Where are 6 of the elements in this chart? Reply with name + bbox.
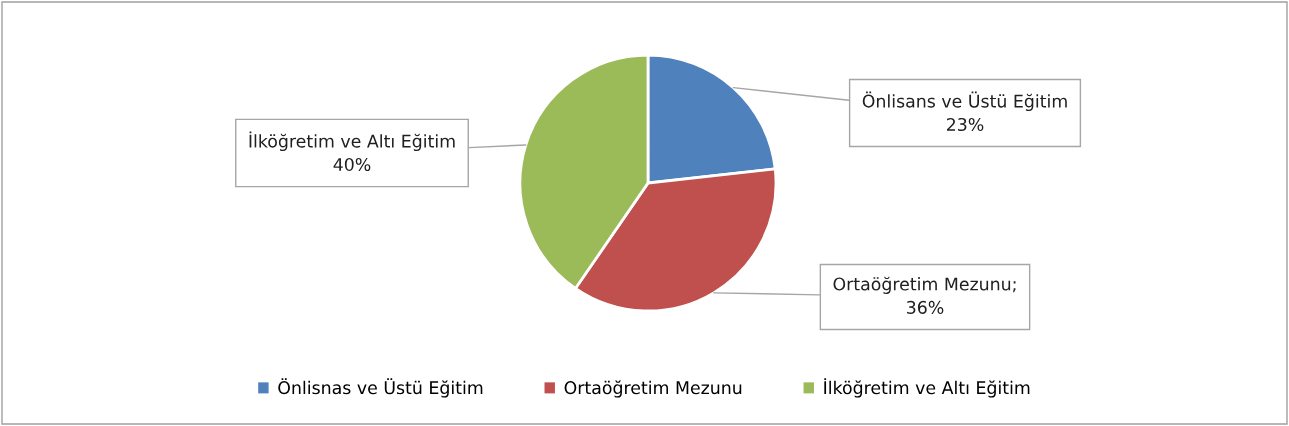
legend-label: İlköğretim ve Altı Eğitim	[824, 378, 1030, 398]
data-label: İlköğretim ve Altı Eğitim 40%	[249, 131, 455, 172]
legend-label: Ortaöğretim Mezunu	[564, 380, 742, 398]
data-label: Ortaöğretim Mezunu; 36%	[833, 276, 1016, 314]
legend-label: Önlisnas ve Üstü Eğitim	[278, 378, 483, 398]
data-label: Önlisans ve Üstü Eğitim 23%	[862, 91, 1067, 132]
